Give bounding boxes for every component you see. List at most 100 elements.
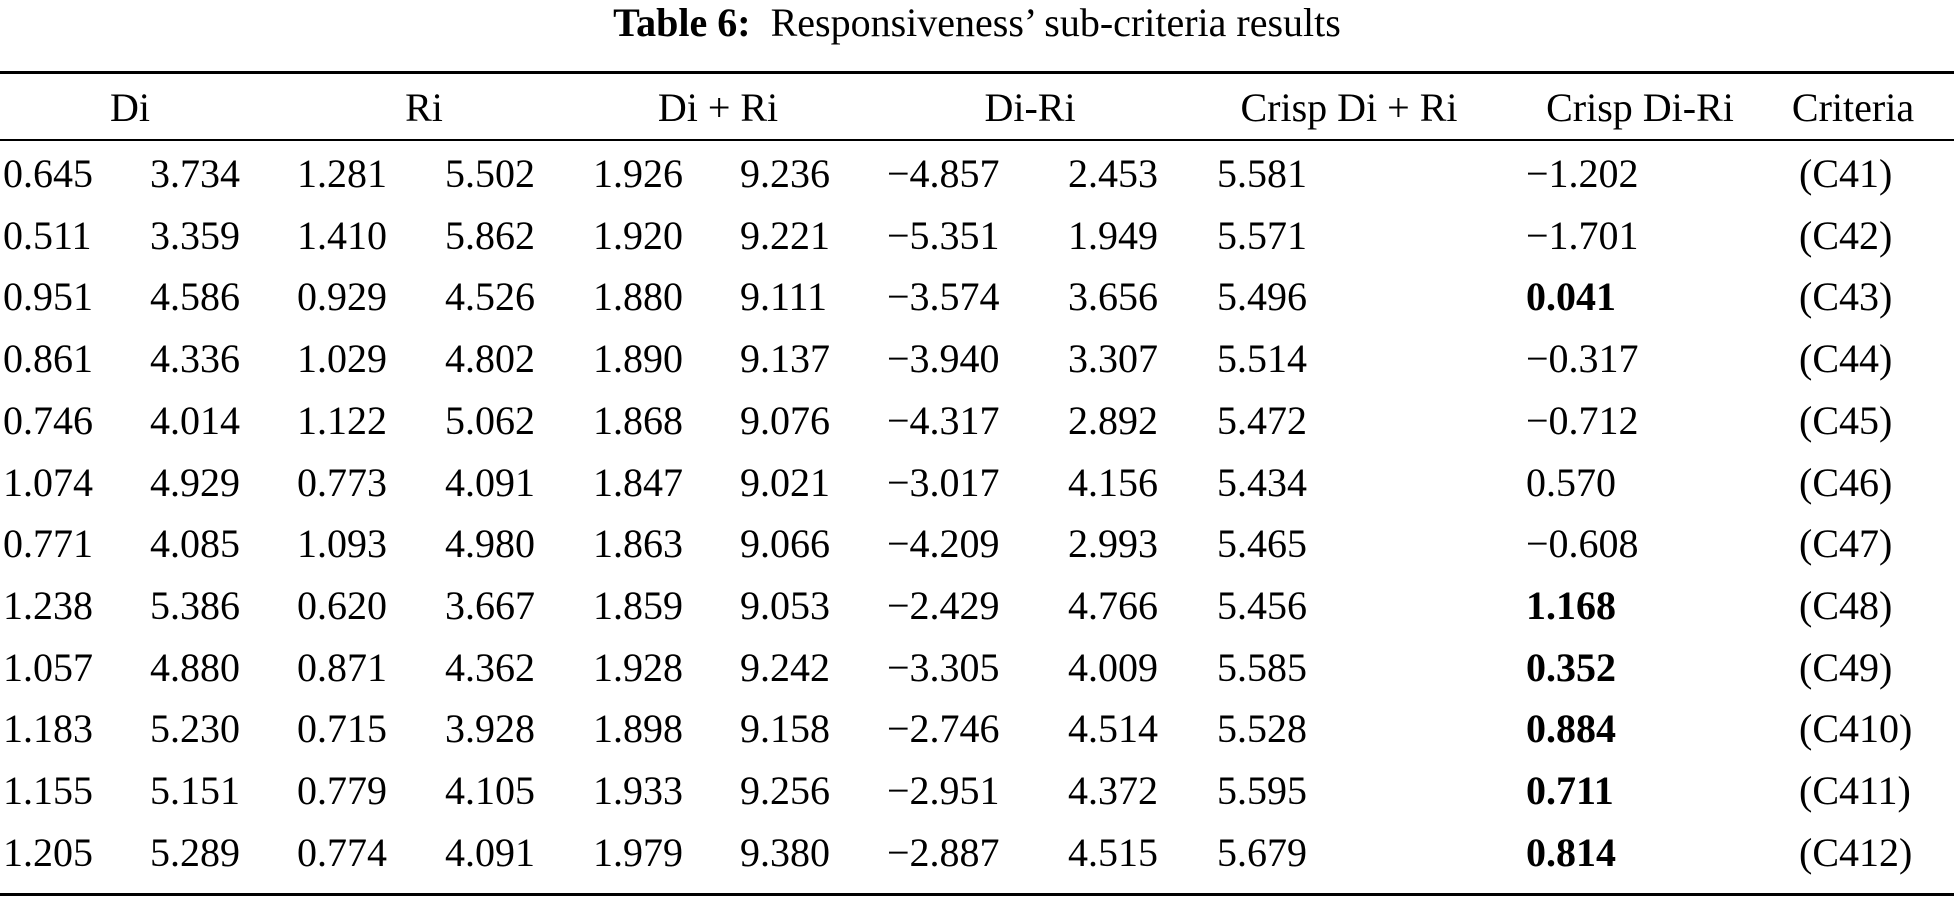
cell-di-upper: 4.929	[150, 459, 240, 505]
cell-crisp-di-plus-ri: 5.679	[1217, 829, 1307, 875]
cell-ri-upper: 3.667	[445, 582, 535, 628]
cell-crisp-di-minus-ri: 0.352	[1526, 644, 1616, 690]
cell-di-plus-ri-lower: 1.868	[593, 397, 683, 443]
cell-di-plus-ri-lower: 1.979	[593, 829, 683, 875]
cell-ri-lower: 0.779	[297, 768, 387, 813]
cell-ri-lower: 0.929	[297, 274, 387, 320]
table-row: 0.645 3.734 1.281 5.502 1.926 9.236 −4.857 2.45…	[0, 143, 1954, 204]
cell-di-minus-ri-lower: −5.351	[887, 212, 1000, 258]
table-caption: Table 6: Responsiveness’ sub-criteria re…	[0, 0, 1954, 46]
cell-di-minus-ri-lower: −3.574	[887, 274, 1000, 320]
header-crisp-di-minus-ri: Crisp Di-Ri	[1546, 85, 1734, 130]
cell-di-minus-ri-upper: 2.892	[1068, 397, 1158, 443]
cell-di-lower: 0.771	[3, 521, 93, 567]
cell-di-upper: 5.289	[150, 829, 240, 875]
cell-di-plus-ri-lower: 1.847	[593, 459, 683, 505]
cell-di-plus-ri-lower: 1.926	[593, 151, 683, 196]
cell-di-upper: 5.386	[150, 582, 240, 628]
header-ri: Ri	[405, 85, 443, 130]
cell-di-plus-ri-upper: 9.111	[740, 274, 828, 320]
cell-di-plus-ri-lower: 1.880	[593, 274, 683, 320]
cell-di-lower: 1.183	[3, 706, 93, 752]
cell-di-upper: 5.230	[150, 706, 240, 752]
cell-di-plus-ri-lower: 1.898	[593, 706, 683, 752]
cell-ri-lower: 1.281	[297, 151, 387, 196]
cell-di-lower: 0.645	[3, 151, 93, 196]
header-rule	[0, 139, 1954, 141]
cell-crisp-di-plus-ri: 5.496	[1217, 274, 1307, 320]
table-row: 1.205 5.289 0.774 4.091 1.979 9.380 −2.887 4.51…	[0, 822, 1954, 883]
cell-di-minus-ri-lower: −3.940	[887, 336, 1000, 382]
cell-di-plus-ri-upper: 9.137	[740, 336, 830, 382]
cell-di-upper: 4.586	[150, 274, 240, 320]
bottom-rule	[0, 893, 1954, 896]
cell-di-plus-ri-upper: 9.076	[740, 397, 830, 443]
cell-di-lower: 1.205	[3, 829, 93, 875]
cell-di-minus-ri-lower: −2.887	[887, 829, 1000, 875]
cell-ri-lower: 0.620	[297, 582, 387, 628]
cell-di-plus-ri-upper: 9.158	[740, 706, 830, 752]
cell-di-upper: 3.359	[150, 212, 240, 258]
cell-crisp-di-plus-ri: 5.456	[1217, 582, 1307, 628]
cell-di-plus-ri-upper: 9.053	[740, 582, 830, 628]
cell-criteria: (C45)	[1799, 397, 1893, 443]
cell-criteria: (C49)	[1799, 644, 1893, 690]
cell-di-minus-ri-upper: 2.453	[1068, 151, 1158, 196]
table-title: Responsiveness’ sub-criteria results	[770, 0, 1341, 45]
cell-di-minus-ri-upper: 1.949	[1068, 212, 1158, 258]
cell-ri-upper: 4.980	[445, 521, 535, 567]
cell-crisp-di-minus-ri: 0.884	[1526, 706, 1616, 752]
cell-crisp-di-plus-ri: 5.465	[1217, 521, 1307, 567]
cell-crisp-di-minus-ri: 0.711	[1526, 768, 1614, 813]
cell-crisp-di-minus-ri: 0.570	[1526, 459, 1616, 505]
header-di-plus-ri: Di + Ri	[657, 85, 779, 130]
cell-ri-lower: 0.774	[297, 829, 387, 875]
cell-di-plus-ri-upper: 9.066	[740, 521, 830, 567]
cell-crisp-di-minus-ri: −0.712	[1526, 397, 1639, 443]
cell-ri-lower: 1.410	[297, 212, 387, 258]
cell-ri-upper: 4.091	[445, 829, 535, 875]
cell-ri-upper: 4.526	[445, 274, 535, 320]
cell-di-minus-ri-lower: −4.857	[887, 151, 1000, 196]
cell-di-upper: 3.734	[150, 151, 240, 196]
cell-crisp-di-plus-ri: 5.595	[1217, 768, 1307, 813]
table-row: 0.771 4.085 1.093 4.980 1.863 9.066 −4.209 2.99…	[0, 513, 1954, 574]
cell-criteria: (C48)	[1799, 582, 1893, 628]
cell-criteria: (C411)	[1799, 768, 1911, 813]
cell-ri-upper: 5.502	[445, 151, 535, 196]
cell-ri-lower: 0.715	[297, 706, 387, 752]
cell-crisp-di-plus-ri: 5.528	[1217, 706, 1307, 752]
cell-crisp-di-minus-ri: 0.814	[1526, 829, 1616, 875]
table-row: 0.746 4.014 1.122 5.062 1.868 9.076 −4.317 2.89…	[0, 390, 1954, 451]
cell-crisp-di-plus-ri: 5.434	[1217, 459, 1307, 505]
cell-di-upper: 4.085	[150, 521, 240, 567]
cell-di-lower: 1.074	[3, 459, 93, 505]
cell-di-lower: 1.238	[3, 582, 93, 628]
cell-di-upper: 4.014	[150, 397, 240, 443]
cell-ri-upper: 4.802	[445, 336, 535, 382]
cell-di-minus-ri-lower: −2.429	[887, 582, 1000, 628]
cell-crisp-di-plus-ri: 5.571	[1217, 212, 1307, 258]
cell-crisp-di-minus-ri: −0.608	[1526, 521, 1639, 567]
cell-di-plus-ri-upper: 9.256	[740, 768, 830, 813]
cell-di-plus-ri-upper: 9.242	[740, 644, 830, 690]
cell-di-minus-ri-lower: −3.017	[887, 459, 1000, 505]
cell-criteria: (C43)	[1799, 274, 1893, 320]
cell-di-lower: 0.951	[3, 274, 93, 320]
cell-crisp-di-minus-ri: 1.168	[1526, 582, 1616, 628]
cell-crisp-di-plus-ri: 5.585	[1217, 644, 1307, 690]
cell-ri-upper: 4.105	[445, 768, 535, 813]
cell-di-minus-ri-lower: −4.317	[887, 397, 1000, 443]
cell-di-plus-ri-lower: 1.890	[593, 336, 683, 382]
cell-di-lower: 1.057	[3, 644, 93, 690]
cell-di-plus-ri-lower: 1.920	[593, 212, 683, 258]
header-di: Di	[110, 85, 150, 130]
table-header-row: Di Ri Di + Ri Di-Ri Crisp Di + Ri Crisp …	[0, 77, 1954, 138]
table-row: 1.057 4.880 0.871 4.362 1.928 9.242 −3.305 4.00…	[0, 637, 1954, 698]
cell-di-minus-ri-upper: 4.766	[1068, 582, 1158, 628]
cell-ri-lower: 1.122	[297, 397, 387, 443]
cell-di-minus-ri-upper: 2.993	[1068, 521, 1158, 567]
cell-di-minus-ri-upper: 3.656	[1068, 274, 1158, 320]
table-label: Table 6:	[613, 0, 751, 45]
cell-ri-upper: 4.091	[445, 459, 535, 505]
